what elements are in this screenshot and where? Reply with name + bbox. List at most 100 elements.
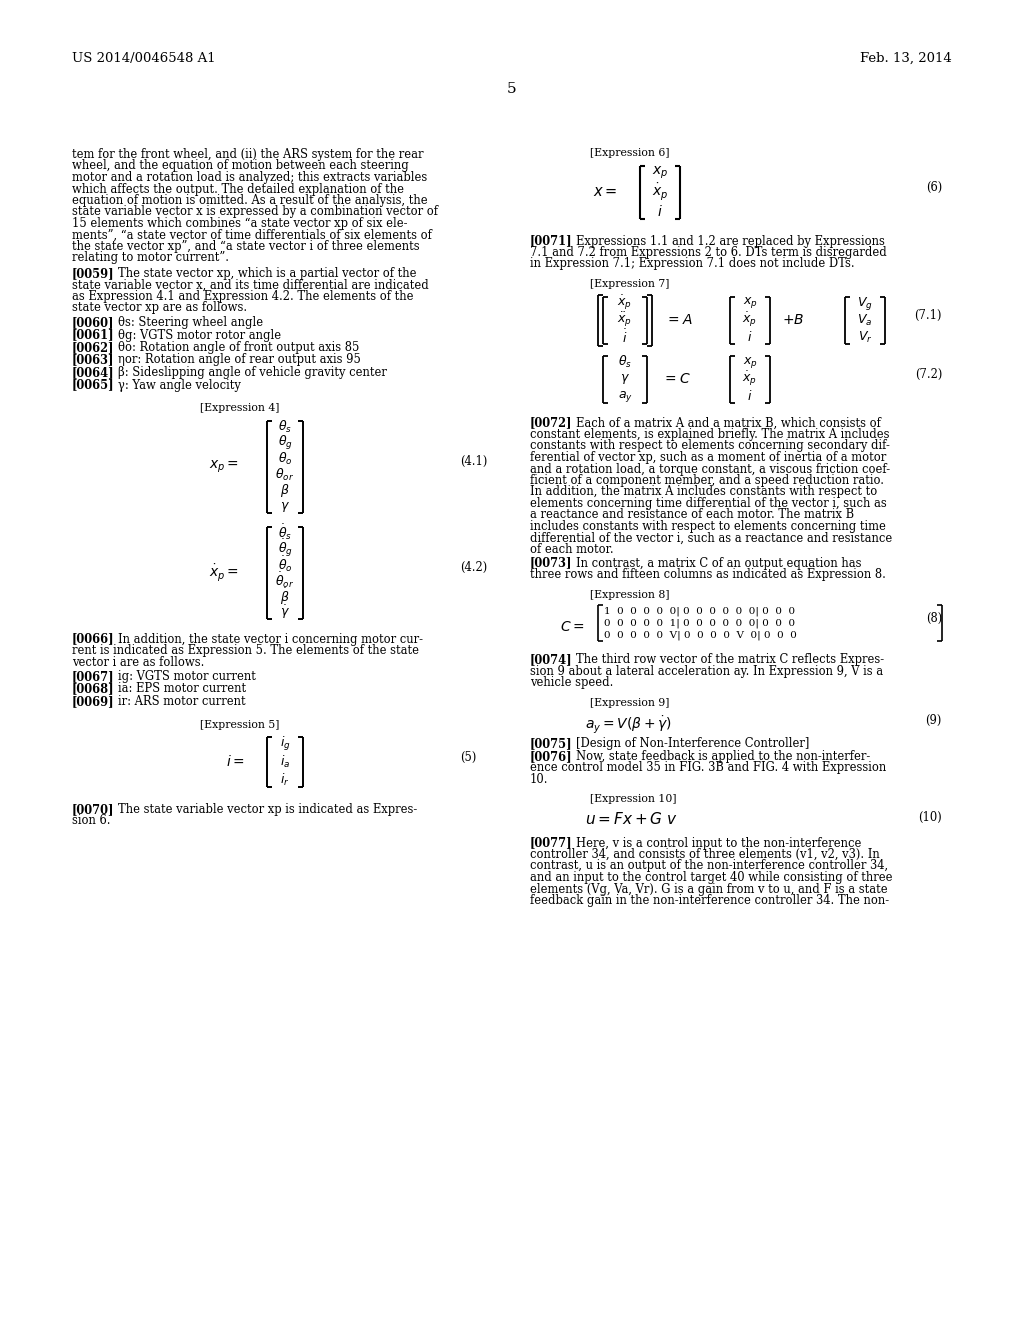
Text: $i=$: $i=$ — [226, 755, 245, 770]
Text: 15 elements which combines “a state vector xp of six ele-: 15 elements which combines “a state vect… — [72, 216, 408, 230]
Text: [0070]: [0070] — [72, 803, 115, 816]
Text: (5): (5) — [460, 751, 476, 763]
Text: $=C$: $=C$ — [662, 372, 690, 385]
Text: equation of motion is omitted. As a result of the analysis, the: equation of motion is omitted. As a resu… — [72, 194, 428, 207]
Text: $\dot{x}_p$: $\dot{x}_p$ — [742, 310, 758, 329]
Text: $\dot{x}_p$: $\dot{x}_p$ — [651, 182, 669, 202]
Text: [0067]: [0067] — [72, 671, 115, 682]
Text: ia: EPS motor current: ia: EPS motor current — [118, 682, 246, 696]
Text: $i$: $i$ — [657, 203, 663, 219]
Text: $\gamma$: $\gamma$ — [620, 372, 630, 385]
Text: motor and a rotation load is analyzed; this extracts variables: motor and a rotation load is analyzed; t… — [72, 172, 427, 183]
Text: which affects the output. The detailed explanation of the: which affects the output. The detailed e… — [72, 182, 404, 195]
Text: constant elements, is explained briefly. The matrix A includes: constant elements, is explained briefly.… — [530, 428, 890, 441]
Text: $\theta_o$: $\theta_o$ — [278, 450, 292, 466]
Text: $a_y=V(\beta+\dot{\gamma})$: $a_y=V(\beta+\dot{\gamma})$ — [585, 714, 672, 735]
Text: as Expression 4.1 and Expression 4.2. The elements of the: as Expression 4.1 and Expression 4.2. Th… — [72, 290, 414, 304]
Text: ig: VGTS motor current: ig: VGTS motor current — [118, 671, 256, 682]
Text: $V_a$: $V_a$ — [857, 313, 872, 327]
Text: $C=$: $C=$ — [560, 620, 585, 634]
Text: Each of a matrix A and a matrix B, which consists of: Each of a matrix A and a matrix B, which… — [575, 417, 881, 429]
Text: [0076]: [0076] — [530, 750, 572, 763]
Text: θo: Rotation angle of front output axis 85: θo: Rotation angle of front output axis … — [118, 341, 359, 354]
Text: $\dot{\beta}$: $\dot{\beta}$ — [281, 586, 290, 607]
Text: (7.1): (7.1) — [914, 309, 942, 322]
Text: (8): (8) — [926, 611, 942, 624]
Text: and a rotation load, a torque constant, a viscous friction coef-: and a rotation load, a torque constant, … — [530, 462, 890, 475]
Text: 5: 5 — [507, 82, 517, 96]
Text: θs: Steering wheel angle: θs: Steering wheel angle — [118, 315, 263, 329]
Text: feedback gain in the non-interference controller 34. The non-: feedback gain in the non-interference co… — [530, 894, 889, 907]
Text: includes constants with respect to elements concerning time: includes constants with respect to eleme… — [530, 520, 886, 533]
Text: $i_a$: $i_a$ — [280, 754, 290, 770]
Text: sion 9 about a lateral acceleration ay. In Expression 9, V is a: sion 9 about a lateral acceleration ay. … — [530, 664, 883, 677]
Text: [0061]: [0061] — [72, 329, 115, 342]
Text: [0064]: [0064] — [72, 366, 115, 379]
Text: ence control model 35 in FIG. 3B and FIG. 4 with Expression: ence control model 35 in FIG. 3B and FIG… — [530, 762, 886, 775]
Text: $\dot{i}$: $\dot{i}$ — [623, 329, 628, 346]
Text: [0072]: [0072] — [530, 417, 572, 429]
Text: differential of the vector i, such as a reactance and resistance: differential of the vector i, such as a … — [530, 532, 892, 544]
Text: ferential of vector xp, such as a moment of inertia of a motor: ferential of vector xp, such as a moment… — [530, 451, 886, 465]
Text: $\theta_{or}$: $\theta_{or}$ — [275, 466, 295, 483]
Text: $\gamma$: $\gamma$ — [280, 499, 290, 513]
Text: $i$: $i$ — [748, 389, 753, 403]
Text: $x_p=$: $x_p=$ — [209, 458, 239, 475]
Text: $\ddot{x}_p$: $\ddot{x}_p$ — [617, 310, 633, 329]
Text: controller 34, and consists of three elements (v1, v2, v3). In: controller 34, and consists of three ele… — [530, 847, 880, 861]
Text: Here, v is a control input to the non-interference: Here, v is a control input to the non-in… — [575, 837, 861, 850]
Text: In addition, the state vector i concerning motor cur-: In addition, the state vector i concerni… — [118, 632, 423, 645]
Text: tem for the front wheel, and (ii) the ARS system for the rear: tem for the front wheel, and (ii) the AR… — [72, 148, 424, 161]
Text: [Expression 7]: [Expression 7] — [590, 279, 670, 289]
Text: (6): (6) — [926, 181, 942, 194]
Text: [Expression 6]: [Expression 6] — [590, 148, 670, 158]
Text: sion 6.: sion 6. — [72, 814, 111, 828]
Text: $u=Fx+G\ v$: $u=Fx+G\ v$ — [585, 810, 678, 828]
Text: wheel, and the equation of motion between each steering: wheel, and the equation of motion betwee… — [72, 160, 409, 173]
Text: $\dot{\theta}_g$: $\dot{\theta}_g$ — [278, 537, 293, 560]
Text: In contrast, a matrix C of an output equation has: In contrast, a matrix C of an output equ… — [575, 557, 861, 569]
Text: (7.2): (7.2) — [914, 367, 942, 380]
Text: [0074]: [0074] — [530, 653, 572, 667]
Text: The state variable vector xp is indicated as Expres-: The state variable vector xp is indicate… — [118, 803, 417, 816]
Text: [0068]: [0068] — [72, 682, 115, 696]
Text: Expressions 1.1 and 1.2 are replaced by Expressions: Expressions 1.1 and 1.2 are replaced by … — [575, 235, 885, 248]
Text: $\dot{x}_p=$: $\dot{x}_p=$ — [209, 562, 239, 583]
Text: The third row vector of the matrix C reflects Expres-: The third row vector of the matrix C ref… — [575, 653, 884, 667]
Text: three rows and fifteen columns as indicated as Expression 8.: three rows and fifteen columns as indica… — [530, 568, 886, 581]
Text: US 2014/0046548 A1: US 2014/0046548 A1 — [72, 51, 216, 65]
Text: [0066]: [0066] — [72, 632, 115, 645]
Text: vector i are as follows.: vector i are as follows. — [72, 656, 205, 668]
Text: $i$: $i$ — [748, 330, 753, 345]
Text: $\dot{x}_p$: $\dot{x}_p$ — [742, 370, 758, 388]
Text: $\beta$: $\beta$ — [281, 482, 290, 499]
Text: 1  0  0  0  0  0| 0  0  0  0  0  0| 0  0  0: 1 0 0 0 0 0| 0 0 0 0 0 0| 0 0 0 — [604, 607, 795, 616]
Text: (4.1): (4.1) — [460, 455, 487, 469]
Text: state variable vector x is expressed by a combination vector of: state variable vector x is expressed by … — [72, 206, 438, 219]
Text: [0075]: [0075] — [530, 738, 572, 751]
Text: $=A$: $=A$ — [665, 313, 692, 327]
Text: γ: Yaw angle velocity: γ: Yaw angle velocity — [118, 379, 241, 392]
Text: $x_p$: $x_p$ — [742, 296, 758, 310]
Text: $a_y$: $a_y$ — [617, 388, 633, 404]
Text: [0059]: [0059] — [72, 267, 115, 280]
Text: (10): (10) — [919, 810, 942, 824]
Text: in Expression 7.1; Expression 7.1 does not include DTs.: in Expression 7.1; Expression 7.1 does n… — [530, 257, 855, 271]
Text: $\theta_s$: $\theta_s$ — [618, 354, 632, 370]
Text: $x_p$: $x_p$ — [652, 165, 669, 181]
Text: [Expression 8]: [Expression 8] — [590, 590, 670, 599]
Text: (4.2): (4.2) — [460, 561, 487, 574]
Text: [0069]: [0069] — [72, 696, 115, 708]
Text: [0062]: [0062] — [72, 341, 115, 354]
Text: 7.1 and 7.2 from Expressions 2 to 6. DTs term is disregarded: 7.1 and 7.2 from Expressions 2 to 6. DTs… — [530, 246, 887, 259]
Text: ments”, “a state vector of time differentials of six elements of: ments”, “a state vector of time differen… — [72, 228, 432, 242]
Text: and an input to the control target 40 while consisting of three: and an input to the control target 40 wh… — [530, 871, 893, 884]
Text: $+B$: $+B$ — [782, 313, 804, 327]
Text: (9): (9) — [926, 714, 942, 727]
Text: [Expression 4]: [Expression 4] — [200, 403, 280, 413]
Text: state vector xp are as follows.: state vector xp are as follows. — [72, 301, 247, 314]
Text: $\dot{\theta}_s$: $\dot{\theta}_s$ — [278, 523, 292, 543]
Text: $V_g$: $V_g$ — [857, 294, 872, 312]
Text: $\dot{\theta}_{or}$: $\dot{\theta}_{or}$ — [275, 570, 295, 590]
Text: $\dot{\theta}_o$: $\dot{\theta}_o$ — [278, 554, 293, 574]
